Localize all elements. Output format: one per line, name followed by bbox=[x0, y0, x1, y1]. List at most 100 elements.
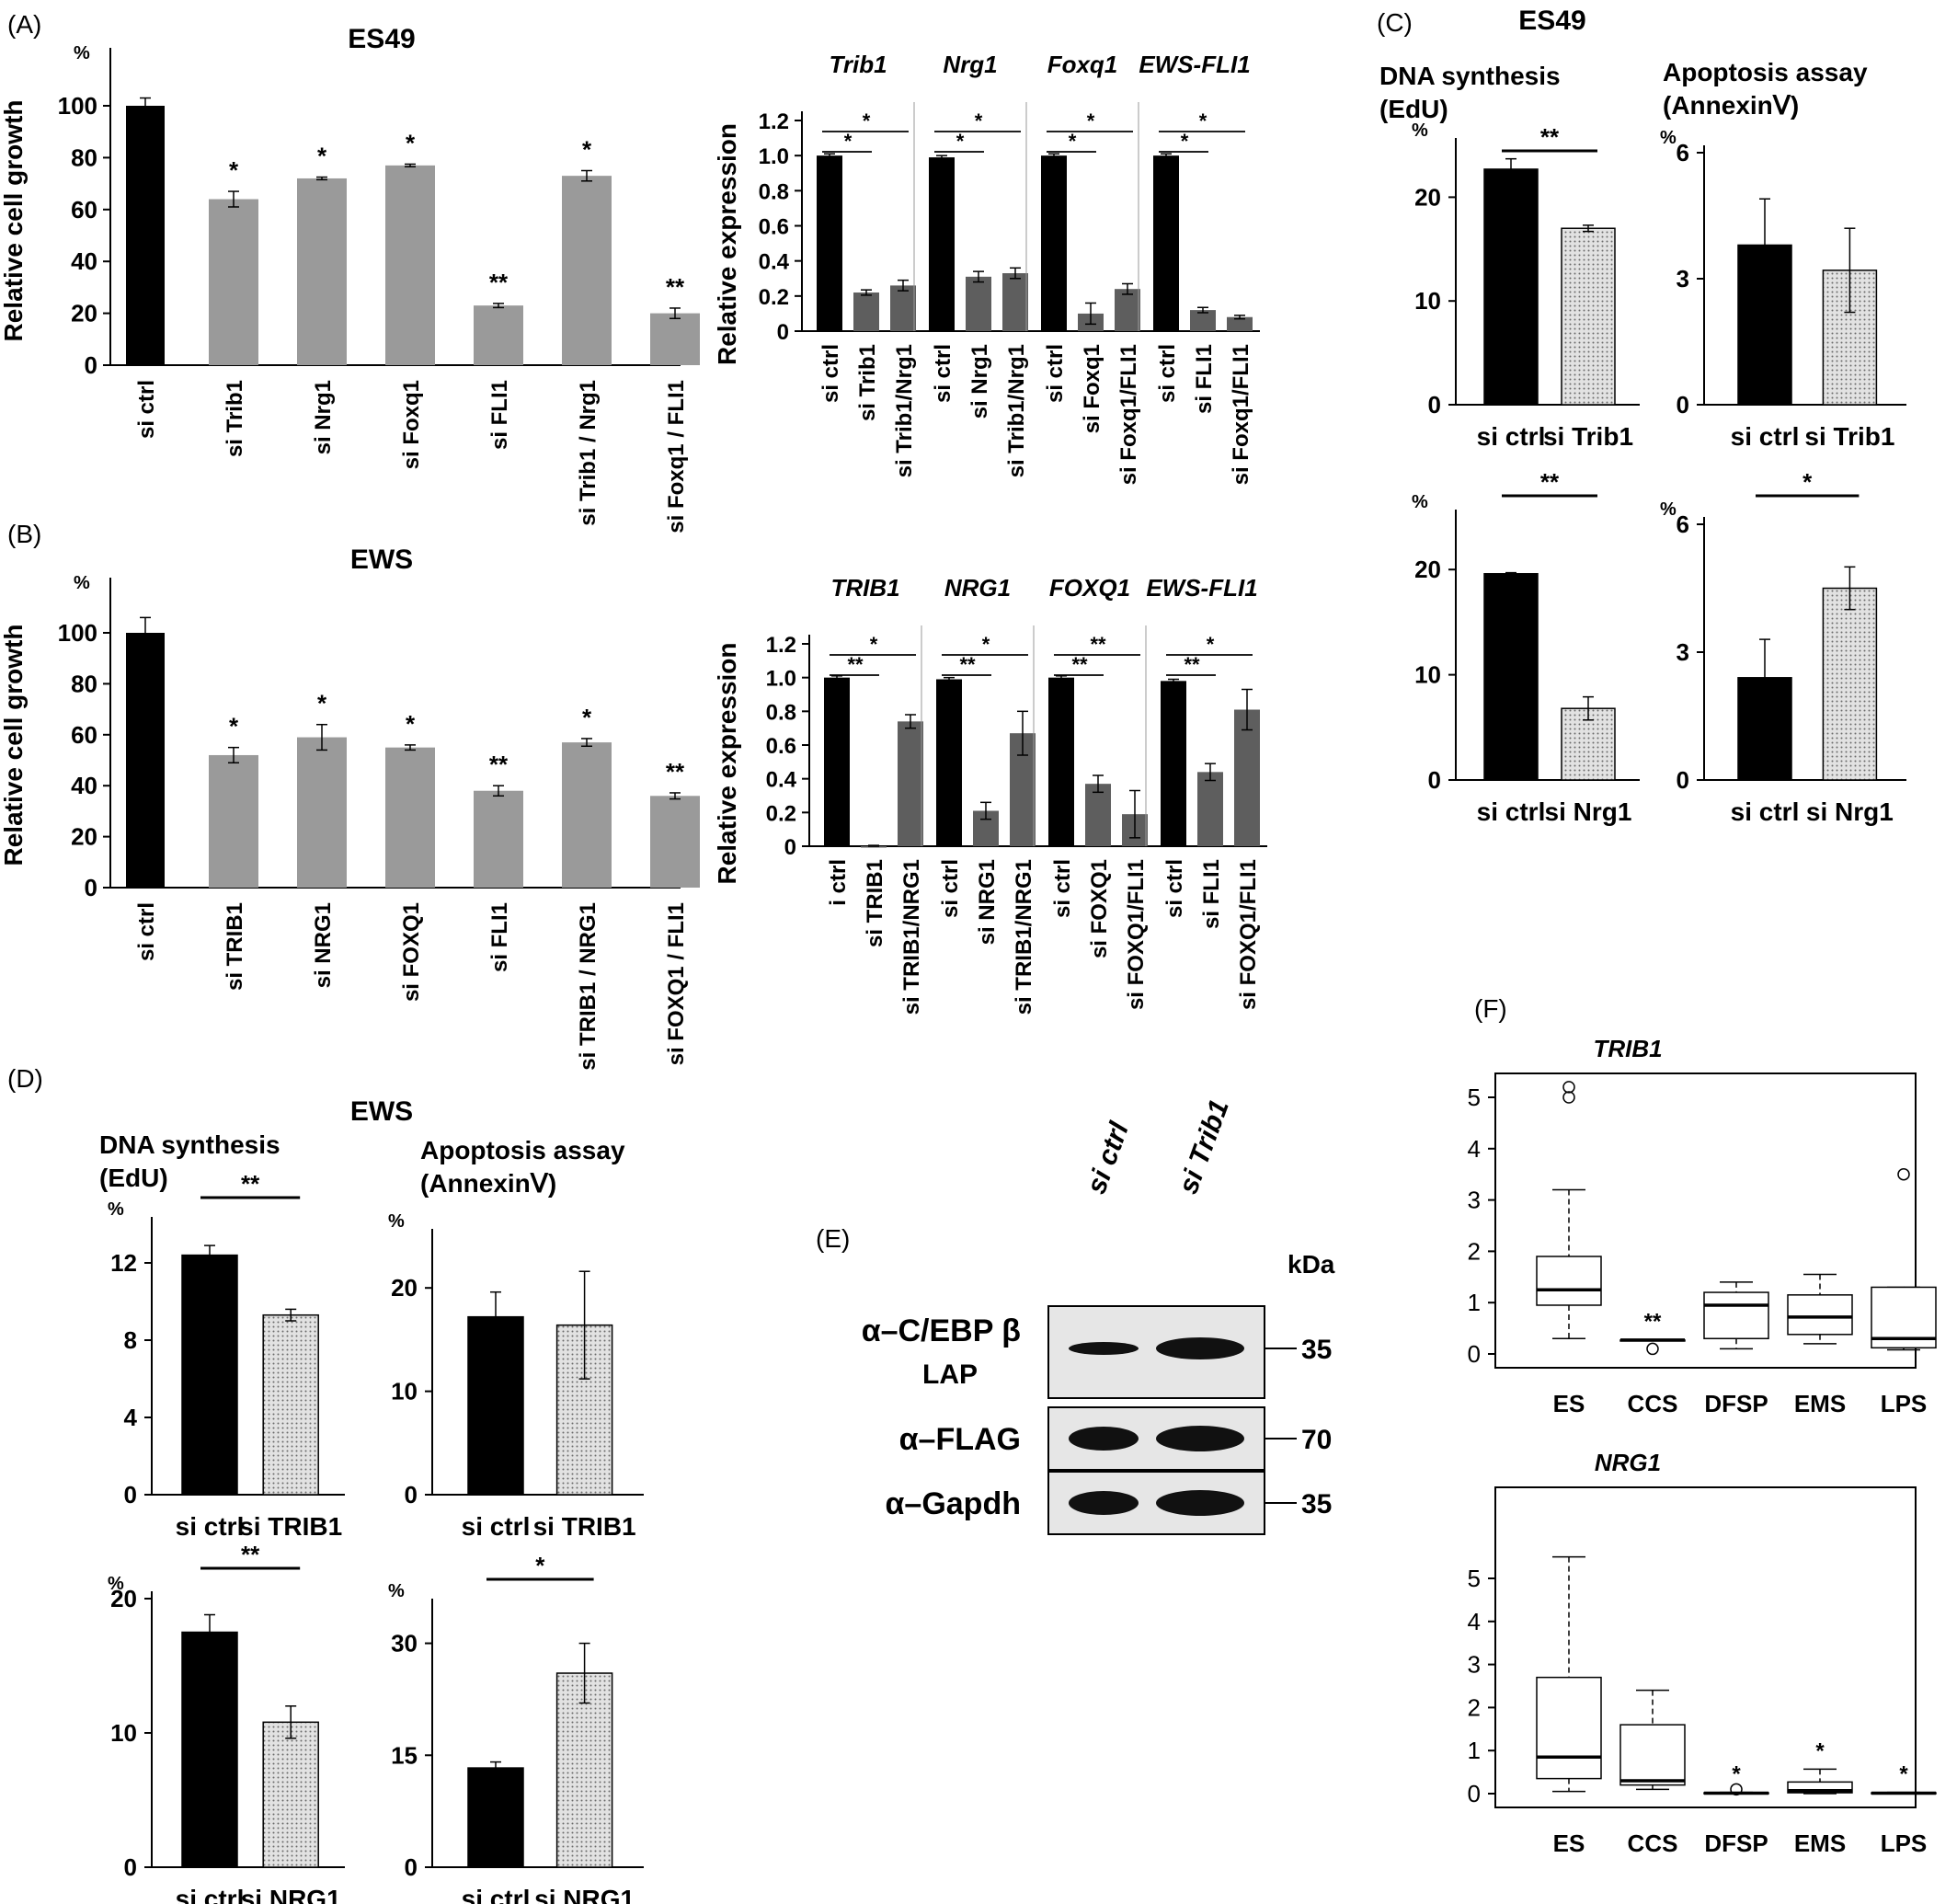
blot-band bbox=[1156, 1337, 1244, 1359]
A_expr-sig-label: * bbox=[863, 109, 871, 132]
A_growth-category-label: si ctrl bbox=[134, 380, 159, 439]
B_growth-bar bbox=[209, 754, 258, 888]
F_trib1-category-label: DFSP bbox=[1704, 1390, 1768, 1417]
A_expr-category-label: si FLI1 bbox=[1192, 344, 1217, 414]
A_growth-bar bbox=[126, 106, 165, 365]
B_expr-ytick-label: 0.8 bbox=[766, 700, 796, 725]
A_expr-bar bbox=[817, 155, 842, 331]
blot-row-sublabel: LAP bbox=[922, 1359, 978, 1390]
B_expr-gene-title: EWS-FLI1 bbox=[1146, 574, 1257, 602]
B_growth-ytick-label: 60 bbox=[71, 721, 97, 749]
B_expr-category-label: si FLI1 bbox=[1199, 859, 1224, 929]
D_edu_trib1-subtitle-line2: (EdU) bbox=[99, 1164, 168, 1192]
D_edu_trib1-category-label: si TRIB1 bbox=[239, 1512, 342, 1541]
kda-marker: 35 bbox=[1301, 1335, 1332, 1365]
F_nrg1-ytick-label: 0 bbox=[1468, 1780, 1481, 1807]
A_expr-category-label: si Trib1/Nrg1 bbox=[1004, 344, 1029, 477]
A_expr-bar bbox=[1002, 273, 1028, 331]
D_apo_nrg1-ytick-label: 0 bbox=[405, 1853, 418, 1881]
A_expr-bar bbox=[966, 276, 991, 331]
D_edu_nrg1-ytick-label: 0 bbox=[124, 1853, 137, 1881]
D_apo_trib1-ytick-label: 0 bbox=[405, 1481, 418, 1508]
A_expr-sig-label: * bbox=[844, 130, 853, 153]
D_edu_nrg1-category-label: si NRG1 bbox=[241, 1885, 341, 1904]
B_growth-category-label: si FOXQ1 / FLI1 bbox=[664, 902, 689, 1065]
F_trib1-category-label: ES bbox=[1553, 1390, 1585, 1417]
A_growth-category-label: si FLI1 bbox=[487, 380, 512, 450]
blot-row-label: α–Gapdh bbox=[886, 1486, 1021, 1521]
F_trib1-box bbox=[1536, 1256, 1602, 1306]
D_apo_nrg1-ytick-label: 15 bbox=[391, 1741, 418, 1769]
B_growth-ylabel: Relative cell growth bbox=[0, 625, 28, 866]
D_apo_trib1-subtitle: Apoptosis assay bbox=[420, 1136, 625, 1164]
B_growth-category-label: si FOXQ1 bbox=[399, 902, 424, 1002]
B_expr-bar bbox=[824, 677, 850, 846]
panel-label-a: (A) bbox=[7, 10, 41, 39]
C_apo_trib1-ytick-label: 0 bbox=[1677, 391, 1689, 419]
B_growth-bar bbox=[385, 747, 435, 888]
A_growth-sig-label: * bbox=[406, 129, 416, 156]
B_expr-gene-title: TRIB1 bbox=[830, 574, 899, 602]
A_growth-bar bbox=[385, 165, 435, 365]
C_edu_trib1-ytick-label: 20 bbox=[1414, 183, 1441, 211]
C_edu_trib1-ytick-label: 0 bbox=[1428, 391, 1441, 419]
A_expr-ytick-label: 0 bbox=[777, 320, 789, 345]
D_edu_trib1-ytick-label: 8 bbox=[124, 1326, 137, 1354]
D_apo_nrg1-unit: % bbox=[388, 1581, 405, 1601]
A_expr-ytick-label: 0.2 bbox=[759, 285, 789, 310]
B_expr-category-label: si ctrl bbox=[938, 859, 963, 918]
A_expr-ytick-label: 0.6 bbox=[759, 215, 789, 240]
F_nrg1-sig-label: * bbox=[1815, 1738, 1825, 1763]
F_trib1-ytick-label: 3 bbox=[1468, 1187, 1481, 1214]
B_growth-sig-label: * bbox=[406, 710, 416, 738]
B_growth-ytick-label: 100 bbox=[58, 619, 97, 647]
A_growth-bar bbox=[650, 313, 700, 365]
F_nrg1-ytick-label: 3 bbox=[1468, 1651, 1481, 1679]
C_edu_nrg1-unit: % bbox=[1412, 492, 1428, 512]
C_edu_trib1-subtitle: DNA synthesis bbox=[1379, 62, 1561, 90]
B_growth-unit: % bbox=[74, 573, 90, 593]
blot-band bbox=[1156, 1490, 1244, 1516]
B_expr-bar bbox=[1161, 681, 1186, 846]
D_apo_nrg1-sig-label: * bbox=[535, 1552, 545, 1579]
A_growth-category-label: si Trib1 / Nrg1 bbox=[576, 380, 601, 526]
F_trib1-outlier bbox=[1562, 1091, 1575, 1104]
A_expr-category-label: si Trib1 bbox=[855, 344, 880, 421]
A_growth-category-label: si Foxq1 bbox=[399, 380, 424, 469]
B_expr-gene-title: NRG1 bbox=[944, 574, 1011, 602]
B_growth-bar bbox=[297, 737, 347, 888]
B_expr-sig-label: * bbox=[1207, 633, 1215, 656]
D_edu_trib1-sig-label: ** bbox=[241, 1170, 260, 1198]
A_expr-category-label: si ctrl bbox=[1043, 344, 1068, 403]
A_expr-bar bbox=[1190, 310, 1216, 331]
A_expr-sig-label: * bbox=[1181, 130, 1189, 153]
B_growth-bar bbox=[474, 790, 523, 888]
C_apo_trib1-ytick-label: 3 bbox=[1677, 265, 1689, 292]
D_apo_nrg1-category-label: si ctrl bbox=[462, 1885, 531, 1904]
C_edu_nrg1-category-label: si ctrl bbox=[1477, 797, 1546, 826]
B_expr-bar bbox=[1234, 709, 1260, 846]
C_edu_trib1-bar bbox=[1483, 168, 1539, 406]
C_edu_nrg1-bar bbox=[1483, 573, 1539, 781]
A_growth-bar bbox=[297, 178, 347, 365]
B_growth-category-label: si TRIB1 / NRG1 bbox=[576, 902, 601, 1071]
F_trib1-category-label: LPS bbox=[1881, 1390, 1928, 1417]
B_expr-gene-title: FOXQ1 bbox=[1049, 574, 1130, 602]
A_expr-category-label: si Foxq1/FLI1 bbox=[1229, 344, 1253, 485]
A_growth-ytick-label: 20 bbox=[71, 300, 97, 327]
A_expr-bar bbox=[1041, 155, 1067, 331]
B_expr-category-label: si TRIB1 bbox=[863, 859, 887, 947]
B_expr-category-label: si FOXQ1/FLI1 bbox=[1236, 859, 1261, 1010]
B_expr-ytick-label: 1.2 bbox=[766, 633, 796, 658]
A_expr-bar bbox=[853, 292, 879, 331]
A_expr-ytick-label: 0.8 bbox=[759, 179, 789, 204]
B_growth-bar bbox=[126, 633, 165, 888]
C_apo_trib1-ytick-label: 6 bbox=[1677, 139, 1689, 166]
B_expr-category-label: si TRIB1/NRG1 bbox=[1012, 859, 1036, 1015]
D_edu_nrg1-bar bbox=[262, 1721, 319, 1868]
C_edu_trib1-unit: % bbox=[1412, 120, 1428, 141]
C_edu_trib1-ytick-label: 10 bbox=[1414, 287, 1441, 315]
F_trib1-outlier bbox=[1897, 1167, 1910, 1181]
B_expr-category-label: si FOXQ1/FLI1 bbox=[1124, 859, 1149, 1010]
A_expr-ytick-label: 1.2 bbox=[759, 109, 789, 134]
